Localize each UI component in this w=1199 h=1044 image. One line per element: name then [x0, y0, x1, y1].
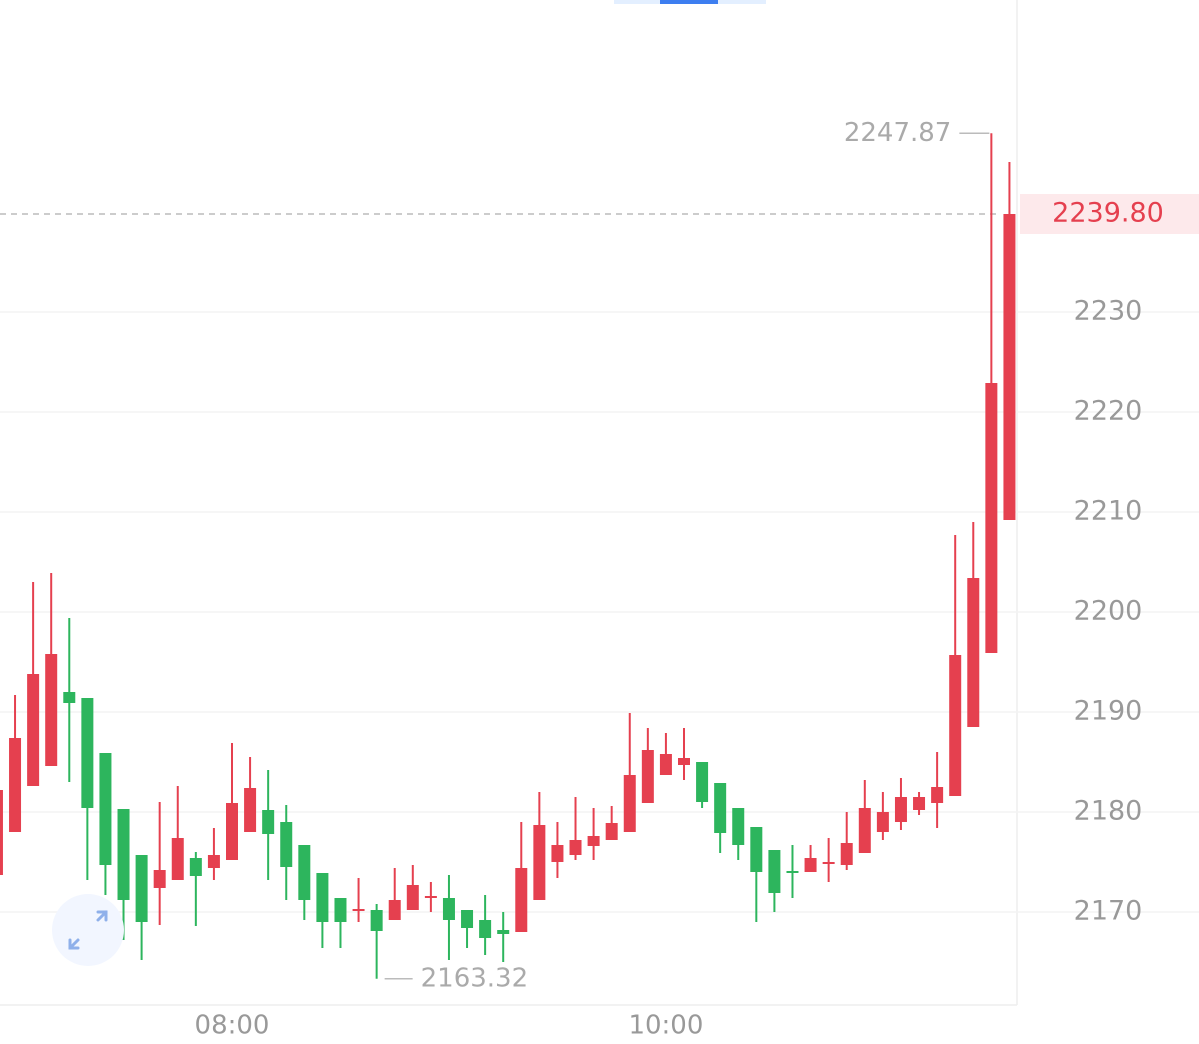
candle-body [949, 655, 962, 796]
candle-body [659, 754, 672, 775]
candle-body [587, 836, 600, 846]
candle-body [641, 750, 654, 803]
candle-body [931, 787, 944, 803]
candle-body [913, 797, 926, 810]
candle-body [226, 803, 238, 860]
last-price-label: 2239.80 [1052, 198, 1164, 229]
candle-body [985, 383, 998, 653]
y-tick-label: 2220 [1074, 396, 1143, 427]
candle-body [135, 855, 148, 922]
candle-body [280, 822, 293, 867]
candle-body [388, 900, 401, 920]
candle-body [370, 910, 383, 931]
high-label: 2247.87 [844, 118, 952, 148]
candle-body [515, 868, 528, 932]
candle-body [623, 775, 636, 832]
y-tick-label: 2180 [1074, 796, 1143, 827]
candle-body [244, 788, 257, 832]
x-tick-label: 08:00 [195, 1011, 270, 1041]
candle-body [262, 810, 275, 834]
candle-body [479, 920, 492, 938]
candle-body [189, 858, 202, 876]
candle-body [442, 898, 455, 920]
candle-body [732, 808, 745, 845]
candle-body [605, 823, 618, 840]
candle-body [424, 896, 437, 898]
candle-body [99, 753, 112, 865]
candle-body [461, 910, 474, 928]
candle-body [822, 862, 835, 864]
candle-body [569, 840, 582, 855]
candle-body [876, 812, 889, 832]
y-tick-label: 2190 [1074, 696, 1143, 727]
candle-body [171, 838, 184, 880]
candle-body [0, 790, 3, 875]
candle-body [27, 674, 40, 786]
candle-body [714, 783, 727, 833]
candle-body [768, 850, 781, 893]
candle-body [9, 738, 22, 832]
candle-body [207, 855, 220, 868]
candle-body [840, 843, 853, 865]
candle-body [967, 578, 980, 727]
y-tick-label: 2170 [1074, 896, 1143, 927]
last-price-bg [1020, 194, 1199, 234]
candle-body [63, 692, 76, 703]
candle-body [1003, 214, 1016, 520]
candle-body [117, 809, 130, 900]
y-tick-label: 2230 [1074, 296, 1143, 327]
candle-body [497, 930, 510, 934]
candle-body [334, 898, 347, 922]
candle-body [153, 870, 166, 888]
y-tick-label: 2200 [1074, 596, 1143, 627]
candle-body [786, 871, 799, 873]
candle-body [858, 808, 871, 853]
low-label: 2163.32 [421, 963, 529, 993]
candle-body [45, 654, 58, 766]
candle-body [696, 762, 709, 802]
candle-body [533, 825, 546, 900]
candle-body [352, 909, 365, 911]
y-tick-label: 2210 [1074, 496, 1143, 527]
tab-indicator [660, 0, 718, 4]
candle-body [804, 858, 817, 872]
candle-body [678, 758, 690, 765]
candle-body [750, 827, 763, 872]
candle-body [316, 873, 329, 922]
x-tick-label: 10:00 [628, 1011, 703, 1041]
candle-body [298, 845, 311, 900]
candle-body [551, 845, 564, 862]
expand-button-bg [52, 894, 124, 966]
candle-body [894, 797, 907, 822]
expand-icon [68, 910, 108, 950]
candle-body [406, 885, 419, 910]
expand-button[interactable] [52, 894, 124, 966]
candle-body [81, 698, 94, 808]
